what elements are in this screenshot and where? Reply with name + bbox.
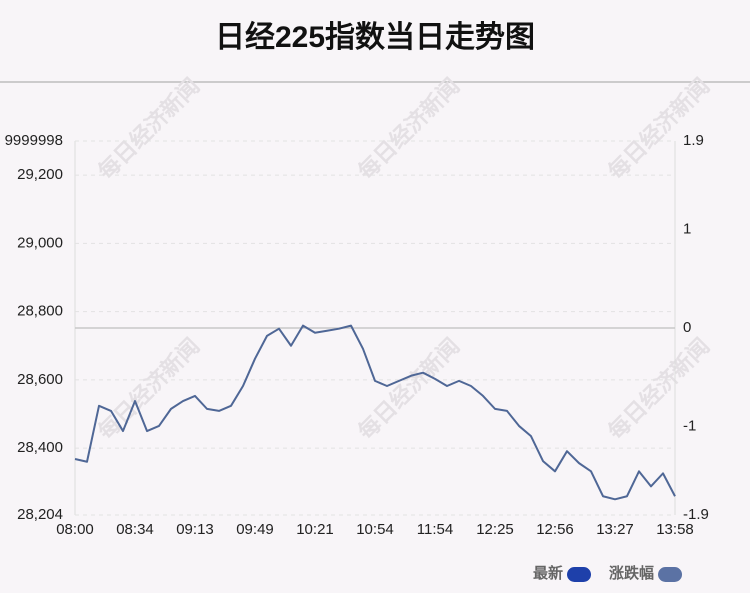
y2-tick-label: 1: [683, 221, 691, 238]
x-tick-label: 08:00: [56, 521, 94, 538]
x-tick-label: 09:13: [176, 521, 214, 538]
y2-tick-label: 0: [683, 319, 691, 336]
x-tick-label: 13:58: [656, 521, 694, 538]
y2-tick-label: 1.9: [683, 132, 704, 149]
chart-title: 日经225指数当日走势图: [215, 20, 535, 54]
y-tick-label: 28,204: [17, 506, 63, 523]
x-tick-label: 11:54: [417, 521, 453, 538]
x-tick-label: 13:27: [596, 521, 634, 538]
y-tick-label: 28,800: [17, 303, 63, 320]
x-tick-label: 10:21: [296, 521, 334, 538]
legend-swatch: [658, 567, 683, 582]
x-tick-label: 10:54: [356, 521, 394, 538]
x-tick-label: 12:25: [476, 521, 514, 538]
y2-tick-label: -1: [683, 417, 696, 434]
y-tick-label: 28,600: [17, 371, 63, 388]
price-line: [74, 324, 676, 501]
legend-label: 最新: [533, 564, 563, 582]
legend-label: 涨跌幅: [609, 564, 654, 582]
y2-tick-label: -1.9: [683, 506, 709, 523]
y-tick-label: 29,000: [17, 234, 63, 251]
y-tick-label: 9999998: [5, 132, 63, 149]
x-tick-label: 12:56: [536, 521, 574, 538]
y-tick-label: 28,400: [17, 439, 63, 456]
x-tick-label: 08:34: [116, 521, 154, 538]
x-tick-label: 09:49: [236, 521, 274, 538]
legend-swatch: [567, 567, 592, 582]
y-tick-label: 29,200: [17, 166, 63, 183]
